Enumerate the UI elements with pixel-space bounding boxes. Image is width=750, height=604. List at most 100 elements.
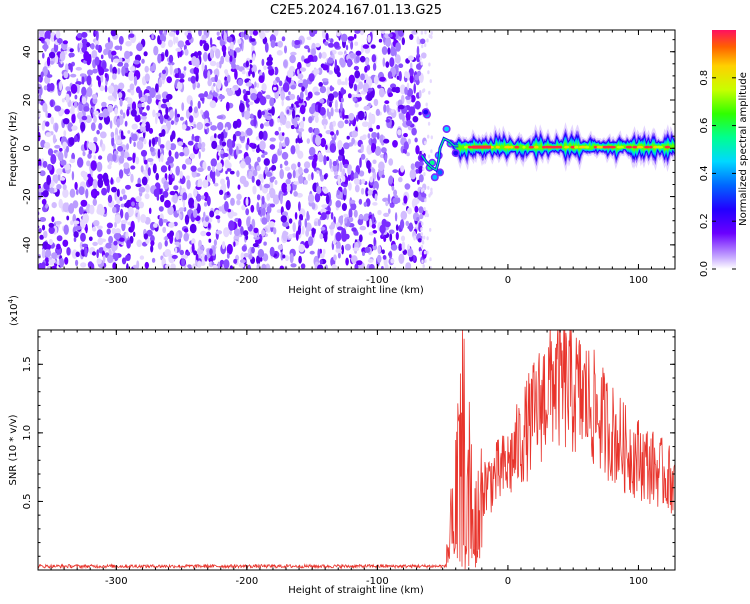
noise-blob	[62, 40, 68, 45]
noise-blob	[139, 255, 145, 260]
noise-blob	[212, 245, 216, 256]
noise-blob	[307, 47, 311, 53]
noise-blob	[209, 248, 213, 256]
noise-blob	[232, 120, 238, 129]
noise-blob	[427, 121, 431, 126]
noise-blob	[217, 121, 224, 131]
noise-blob	[409, 34, 414, 40]
noise-blob	[332, 160, 337, 167]
colorbar: 0.0 0.2 0.4 0.6 0.8 Normalized spectral ampl…	[699, 30, 749, 277]
colorbar-tick-label: 0.0	[699, 261, 710, 277]
noise-blob	[342, 168, 346, 177]
signal-hotspot	[463, 145, 469, 149]
noise-blob	[401, 241, 406, 251]
signal-early-blob	[437, 170, 443, 175]
noise-blob	[265, 171, 273, 177]
noise-blob	[263, 241, 267, 246]
noise-blob	[384, 100, 390, 105]
noise-blob	[240, 31, 245, 38]
noise-blob	[119, 237, 125, 242]
noise-blob	[96, 129, 100, 135]
noise-blob	[404, 86, 408, 95]
noise-blob	[269, 97, 275, 107]
noise-blob	[114, 134, 118, 142]
noise-blob	[179, 170, 183, 179]
noise-blob	[111, 50, 117, 56]
noise-blob	[184, 214, 190, 225]
noise-blob	[68, 137, 75, 146]
noise-blob	[424, 198, 427, 203]
noise-blob	[163, 114, 169, 120]
noise-blob	[38, 76, 41, 82]
noise-blob	[407, 225, 414, 230]
noise-blob	[140, 165, 144, 173]
noise-blob	[158, 78, 163, 88]
noise-blob	[163, 30, 167, 37]
noise-blob	[336, 71, 341, 78]
noise-blob	[314, 115, 319, 123]
noise-blob	[124, 120, 128, 127]
noise-blob	[105, 242, 113, 249]
noise-blob	[136, 239, 142, 248]
x-tick-label: -200	[236, 576, 259, 587]
noise-blob	[340, 102, 343, 112]
noise-blob	[236, 199, 241, 206]
noise-blob	[298, 243, 305, 253]
noise-blob	[393, 266, 397, 269]
noise-blob	[428, 90, 431, 95]
noise-blob	[137, 103, 142, 108]
noise-blob	[121, 257, 127, 265]
noise-blob	[233, 258, 238, 264]
noise-blob	[350, 202, 357, 211]
noise-blob	[65, 86, 71, 92]
noise-blob	[368, 127, 374, 132]
noise-blob	[128, 33, 135, 38]
noise-blob	[233, 241, 236, 247]
noise-blob	[217, 218, 221, 224]
noise-blob	[38, 165, 41, 170]
noise-blob	[174, 68, 179, 75]
noise-blob	[104, 72, 108, 79]
noise-blob	[337, 139, 343, 150]
noise-blob	[362, 134, 367, 139]
noise-blob	[349, 199, 356, 204]
noise-blob	[126, 143, 129, 151]
noise-blob	[365, 58, 369, 67]
noise-blob	[381, 147, 387, 154]
noise-blob	[199, 245, 205, 251]
noise-blob	[326, 108, 330, 117]
noise-blob	[366, 93, 373, 102]
noise-blob	[137, 177, 141, 186]
noise-blob	[257, 248, 265, 258]
noise-blob	[210, 158, 217, 167]
noise-blob	[193, 188, 198, 198]
colorbar-ticks: 0.0 0.2 0.4 0.6 0.8	[699, 70, 736, 277]
noise-blob	[38, 37, 45, 42]
noise-blob	[330, 131, 335, 136]
noise-blob	[234, 47, 242, 53]
noise-blob	[367, 34, 371, 43]
noise-blob	[114, 45, 121, 51]
noise-blob	[389, 46, 396, 57]
noise-blob	[298, 166, 303, 175]
noise-blob	[91, 251, 97, 256]
noise-blob	[311, 172, 314, 181]
noise-blob	[246, 137, 250, 146]
noise-blob	[358, 214, 364, 220]
noise-blob	[230, 68, 237, 72]
noise-blob	[220, 178, 225, 186]
noise-blob	[200, 195, 206, 200]
noise-blob	[361, 178, 366, 185]
noise-blob	[179, 213, 182, 220]
noise-blob	[309, 106, 315, 115]
noise-blob	[57, 38, 63, 44]
noise-blob	[375, 108, 381, 116]
noise-blob	[344, 119, 349, 124]
noise-blob	[73, 231, 79, 238]
noise-blob	[293, 119, 298, 128]
noise-blob	[164, 249, 172, 257]
noise-blob	[293, 191, 298, 197]
noise-blob	[185, 158, 192, 165]
noise-blob	[216, 61, 220, 68]
